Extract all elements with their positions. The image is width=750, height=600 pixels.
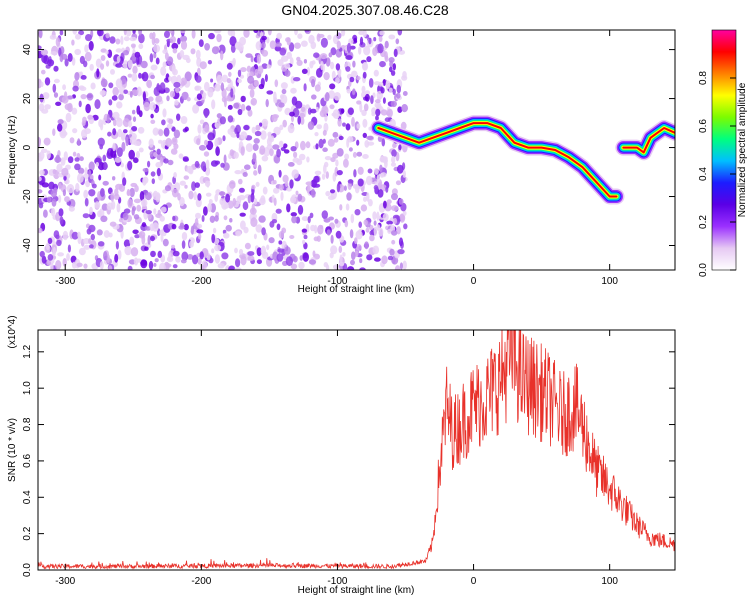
spectrogram-x-tick-label: -200 bbox=[191, 276, 211, 287]
colorbar: 0.0 0.2 0.4 0.6 0.8 Normalized spectral ampl… bbox=[698, 29, 748, 277]
spectrogram-y-tick-label: 0 bbox=[22, 144, 33, 150]
ridge-band-0-6 bbox=[377, 122, 618, 198]
snr-plot-area bbox=[38, 330, 675, 570]
snr-y-multiplier: (x10^4) bbox=[7, 315, 18, 348]
snr-x-tick-label: -200 bbox=[191, 576, 211, 587]
spectrogram-y-tick-label: 40 bbox=[22, 44, 33, 56]
snr-y-tick-label: 0.2 bbox=[22, 526, 33, 540]
colorbar-tick-label: 0.2 bbox=[698, 215, 709, 229]
snr-x-label: Height of straight line (km) bbox=[298, 585, 415, 596]
spectrogram-x-label: Height of straight line (km) bbox=[298, 284, 415, 295]
colorbar-tick-label: 0.6 bbox=[698, 119, 709, 133]
snr-x-tick-label: -300 bbox=[55, 576, 75, 587]
ridge-band-1-6 bbox=[622, 127, 675, 154]
spectrogram-y-tick-label: -40 bbox=[22, 238, 33, 253]
snr-frame bbox=[37, 329, 676, 571]
snr-x-tick-label: -100 bbox=[327, 576, 347, 587]
snr-y-label: SNR (10 * v/v) bbox=[7, 418, 18, 482]
colorbar-tick-label: 0.8 bbox=[698, 71, 709, 85]
snr-y-tick-label: 0.8 bbox=[22, 417, 33, 431]
spectrogram-image bbox=[38, 30, 675, 270]
snr-y-tick-label: 0.4 bbox=[22, 490, 33, 504]
spectrogram-x-tick-label: -100 bbox=[327, 276, 347, 287]
spectrogram-x-tick-label: -300 bbox=[55, 276, 75, 287]
snr-series-layer bbox=[38, 330, 675, 570]
snr-y-tick-label: 0.6 bbox=[22, 454, 33, 468]
colorbar-tick-label: 0.4 bbox=[698, 167, 709, 181]
figure-title: GN04.2025.307.08.46.C28 bbox=[281, 2, 449, 18]
snr-y-axis: 0.0 0.2 0.4 0.6 0.8 1.0 1.2 bbox=[22, 344, 675, 577]
snr-x-tick-label: 0 bbox=[471, 576, 477, 587]
spectrogram-x-axis: -300 -200 -100 0 100 bbox=[55, 30, 618, 287]
snr-x-axis: -300 -200 -100 0 100 bbox=[55, 330, 618, 587]
spectrogram-frame bbox=[37, 29, 676, 271]
colorbar-tick-label: 0.0 bbox=[698, 263, 709, 277]
snr-y-tick-label: 1.2 bbox=[22, 344, 33, 358]
snr-x-tick-label: 100 bbox=[601, 576, 618, 587]
spectrogram-y-tick-label: -20 bbox=[22, 189, 33, 204]
colorbar-label: Normalized spectral amplitude bbox=[737, 82, 748, 217]
colorbar-axis: 0.0 0.2 0.4 0.6 0.8 bbox=[698, 29, 737, 277]
colorbar-gradient bbox=[712, 30, 736, 270]
colorbar-frame bbox=[711, 29, 737, 271]
snr-y-tick-label: 0.0 bbox=[22, 563, 33, 577]
snr-series-line bbox=[38, 330, 675, 570]
spectrogram-x-tick-label: 100 bbox=[601, 276, 618, 287]
ridge-layer bbox=[370, 115, 675, 205]
spectrogram-y-axis: -40 -20 0 20 40 bbox=[22, 44, 675, 253]
snr-y-tick-label: 1.0 bbox=[22, 381, 33, 395]
spectrogram-x-tick-label: 0 bbox=[471, 276, 477, 287]
spectrogram-y-tick-label: 20 bbox=[22, 93, 33, 105]
noise-speckle bbox=[38, 30, 408, 270]
snr-panel: -300 -200 -100 0 100 0.0 0.2 0.4 0.6 0.8 1.0 1.2 H… bbox=[7, 315, 676, 596]
spectrogram-y-label: Frequency (Hz) bbox=[7, 116, 18, 185]
